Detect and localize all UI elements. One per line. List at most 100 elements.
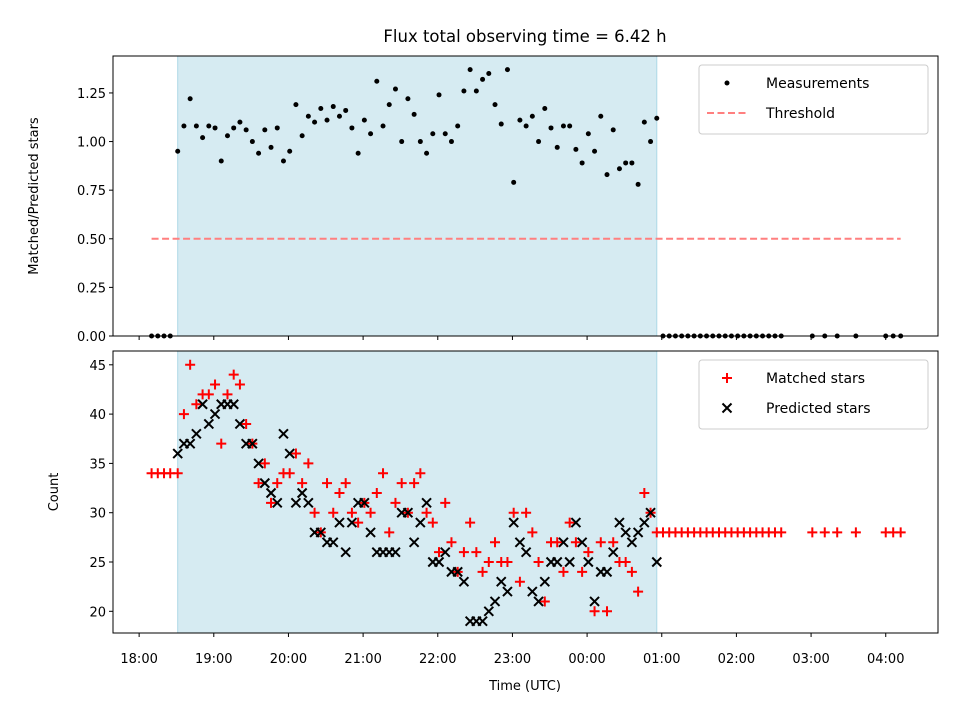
data-point [305,113,311,119]
axes-frame [112,55,939,337]
y-tick-label: 45 [89,359,106,374]
matched-star-marker [577,566,588,577]
matched-star-marker [259,458,270,469]
data-point [212,125,218,131]
predicted-star-marker [645,507,656,518]
matched-star-marker [384,527,395,538]
x-tick-label: 04:00 [867,652,904,667]
data-point [623,160,629,166]
legend-label: Matched stars [766,371,865,387]
predicted-star-marker [601,566,613,578]
bottom-panel: Count Time (UTC) 20 25 30 35 40 45 18:00 19:00 2… [47,350,939,694]
predicted-star-marker [265,487,277,499]
predicted-star-marker [340,546,351,558]
data-point [336,113,342,119]
matched-star-marker [895,527,906,538]
predicted-star-marker [415,517,426,528]
predicted-star-marker [197,399,208,410]
predicted-star-marker [346,517,358,528]
matched-star-marker [819,527,830,538]
data-point [616,166,622,172]
matched-star-marker [216,438,227,449]
matched-star-marker [558,566,569,577]
data-point [193,123,199,129]
matched-star-marker [185,359,196,370]
predicted-star-marker [483,606,494,617]
legend-marker-measurements [724,80,730,86]
predicted-star-marker [278,428,289,440]
x-axis-label: Time (UTC) [488,679,561,694]
y-tick-label: 30 [89,507,106,522]
data-point [299,133,305,139]
predicted-star-marker [608,546,619,558]
data-point [648,139,654,145]
matched-star-marker [521,507,532,518]
matched-star-marker [378,468,389,479]
matched-star-marker [266,497,277,508]
data-point [542,106,548,111]
y-tick-label: 35 [89,457,106,472]
predicted-star-marker [296,487,308,499]
predicted-star-marker [539,576,550,587]
predicted-star-marker [272,497,283,509]
matched-star-marker [483,557,494,568]
data-point [573,146,579,152]
data-point [411,111,417,117]
matched-star-marker [589,606,600,617]
matched-star-marker [340,478,351,489]
data-point [635,181,641,187]
data-point [629,160,635,166]
matched-star-marker [172,468,183,479]
data-point [218,158,224,164]
legend-marker-matched [722,373,732,383]
data-point [237,119,243,125]
matched-star-marker [620,557,631,568]
predicted-star-marker [315,527,327,538]
y-tick-label: 0.25 [77,281,106,296]
predicted-star-marker [408,537,420,548]
x-tick-label: 18:00 [120,652,157,667]
legend-box [698,359,929,430]
predicted-star-marker [253,458,264,469]
x-tick-label: 23:00 [494,652,531,667]
legend-label: Predicted stars [766,401,871,417]
matched-star-marker [465,517,476,528]
y-tick-label: 20 [89,605,106,620]
predicted-star-marker [502,586,513,597]
matched-star-marker [533,557,544,568]
data-point [604,172,610,178]
data-point [511,179,517,185]
predicted-star-marker [477,615,488,627]
matched-star-marker [346,507,357,518]
data-point [386,102,392,108]
predicted-star-marker [303,497,314,509]
predicted-star-marker [421,497,432,509]
x-tick-label: 21:00 [344,652,381,667]
data-point [330,104,336,110]
data-point [224,133,230,139]
data-point [480,76,486,82]
matched-star-marker [850,527,861,538]
predicted-star-marker [290,497,302,509]
x-tick-label: 22:00 [419,652,456,667]
x-tick-label: 00:00 [568,652,605,667]
data-point [280,158,286,164]
predicted-star-marker [558,537,569,548]
y-tick-label: 0.50 [77,233,106,248]
matched-star-marker [490,537,501,548]
x-tick-label: 03:00 [792,652,829,667]
data-point [293,102,299,108]
data-point [610,127,616,133]
matched-star-marker [595,537,606,548]
predicted-star-marker [458,576,470,587]
y-axis-label: Matched/Predicted stars [27,117,42,275]
data-point [554,144,560,150]
data-point [424,150,430,156]
matched-star-marker [477,566,488,577]
axes-frame [112,350,939,634]
data-point [249,139,255,145]
predicted-star-marker [284,448,295,459]
matched-star-marker [334,487,345,498]
matched-star-marker [832,527,843,538]
data-point [498,121,504,127]
